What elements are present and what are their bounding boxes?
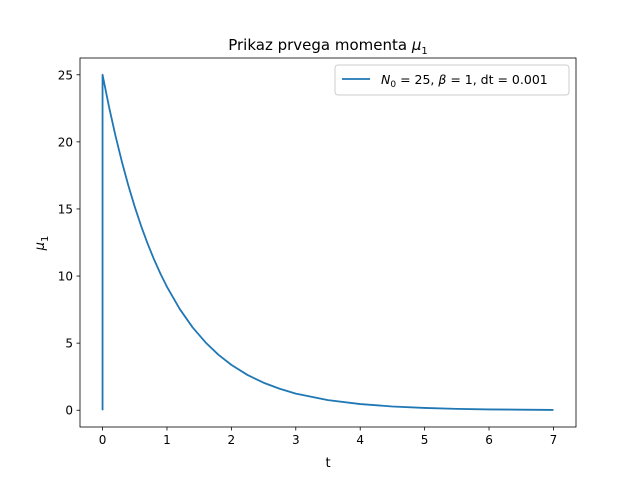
y-tick-label: 5	[65, 337, 73, 351]
x-tick-label: 3	[292, 433, 300, 447]
legend: N0 = 25, β = 1, dt = 0.001	[334, 64, 570, 96]
x-tick-label: 4	[356, 433, 364, 447]
y-tick-label: 10	[58, 270, 73, 284]
x-tick-label: 5	[421, 433, 429, 447]
x-axis-label: t	[325, 456, 330, 471]
plot-frame	[79, 57, 577, 428]
series-layer	[101, 73, 554, 411]
y-tick-label: 15	[58, 202, 73, 216]
x-tick-label: 1	[163, 433, 171, 447]
legend-label: N0 = 25, β = 1, dt = 0.001	[381, 72, 548, 90]
x-tick-label: 7	[550, 433, 558, 447]
y-tick-label: 0	[65, 404, 73, 418]
y-tick-label: 20	[58, 135, 73, 149]
series-line	[101, 73, 554, 411]
axes: 0 1 2 3 4 5 6 7 0 5 10 15 20 25	[58, 57, 577, 447]
x-tick-label: 0	[99, 433, 107, 447]
x-tick-label: 2	[228, 433, 236, 447]
y-axis-label: μ1	[33, 236, 51, 252]
chart-title: Prikaz prvega momenta μ1	[228, 36, 428, 57]
x-tick-label: 6	[485, 433, 493, 447]
legend-box	[334, 64, 570, 96]
y-tick-label: 25	[58, 68, 73, 82]
